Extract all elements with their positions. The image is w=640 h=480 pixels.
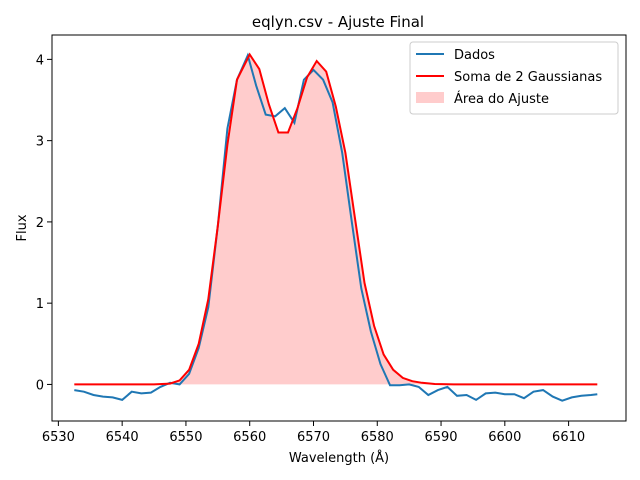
legend-swatch-area [416, 92, 444, 103]
axes-ticks: 6530 6540 6550 6560 6570 6580 6590 6600 6610 0 1 2 3… [36, 53, 585, 445]
x-tick-label: 6530 [42, 430, 75, 445]
chart-title: eqlyn.csv - Ajuste Final [252, 13, 424, 31]
plot-area [74, 52, 598, 402]
legend-label-gaussianas: Soma de 2 Gaussianas [454, 70, 602, 85]
x-tick-label: 6610 [552, 430, 585, 445]
axes-frame [51, 34, 627, 422]
y-tick-label: 4 [36, 53, 44, 68]
fit-area-fill [74, 54, 598, 385]
x-tick-label: 6550 [169, 430, 202, 445]
legend-label-area: Área do Ajuste [454, 91, 549, 107]
x-axis-label: Wavelength (Å) [289, 450, 389, 466]
series-line-gaussianas [74, 52, 598, 386]
x-tick-label: 6590 [424, 430, 457, 445]
y-tick-label: 0 [36, 378, 44, 393]
x-tick-label: 6560 [233, 430, 266, 445]
x-tick-label: 6570 [297, 430, 330, 445]
x-tick-label: 6540 [106, 430, 139, 445]
y-tick-label: 1 [36, 297, 44, 312]
y-tick-label: 2 [36, 216, 44, 231]
x-tick-label: 6580 [361, 430, 394, 445]
legend-box [409, 41, 619, 115]
y-axis-label: Flux [15, 214, 30, 241]
y-tick-label: 3 [36, 135, 44, 150]
legend: Dados Soma de 2 Gaussianas Área do Ajust… [409, 41, 619, 115]
series-line-dados [74, 52, 598, 402]
x-tick-label: 6600 [488, 430, 521, 445]
legend-label-dados: Dados [454, 48, 495, 63]
